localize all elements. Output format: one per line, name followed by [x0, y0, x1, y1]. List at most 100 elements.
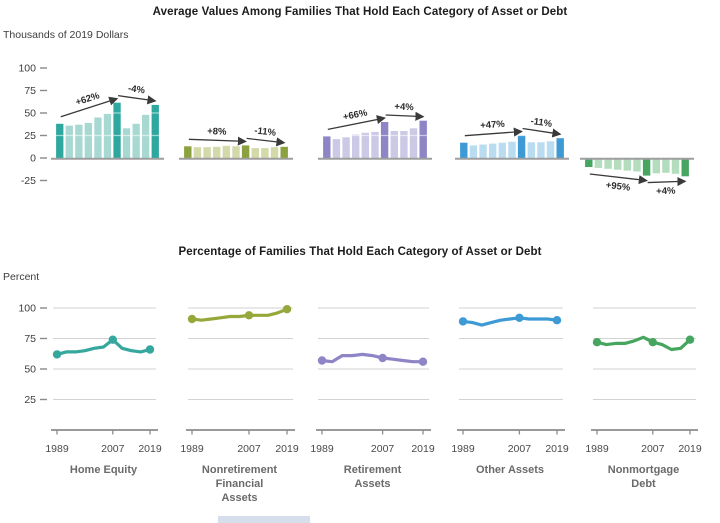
category-label-line: Assets [221, 492, 258, 504]
data-point-1989 [317, 356, 327, 365]
line-series [55, 338, 152, 356]
category-label-line: Home Equity [69, 464, 138, 476]
top-chart-unit-label: Thousands of 2019 Dollars [3, 29, 129, 41]
annotation-arrow [188, 136, 247, 146]
category-label-line: Nonretirement [201, 464, 278, 476]
data-point-1989 [458, 317, 468, 326]
line-series [320, 352, 425, 364]
category-label-line: Assets [354, 478, 391, 490]
annotation-arrow [589, 173, 648, 185]
annotation-arrow [246, 137, 286, 147]
bar-1995 [75, 124, 83, 158]
annotation-label: +8% [207, 126, 227, 138]
y-axis-tick-label: 100 [18, 303, 36, 315]
bar-2013 [400, 131, 408, 158]
bottom-chart-unit-label: Percent [3, 271, 40, 283]
data-point-2007 [378, 353, 387, 363]
data-point-2019 [282, 305, 292, 314]
bar-1989 [585, 158, 593, 167]
category-label-nonretirement-financial-assets: Nonretirement Financial Assets [165, 463, 315, 505]
category-label-other-assets: Other Assets [435, 463, 585, 477]
x-axis-tick-label: 2019 [275, 443, 299, 455]
line-panel-retirement-assets: 1989 2007 2019 [310, 307, 435, 455]
annotation-arrow [647, 176, 687, 187]
bar-1992 [594, 158, 603, 168]
y-axis-tick-label: -25 [21, 175, 36, 187]
annotation-arrow [117, 95, 157, 105]
bar-2010 [251, 148, 259, 158]
bar-2013 [132, 123, 140, 158]
bar-2004 [633, 158, 641, 172]
bar-1995 [342, 137, 350, 158]
line-series [190, 307, 289, 322]
line-series [461, 316, 559, 327]
data-point-2019 [685, 335, 695, 344]
bar-2010 [122, 128, 131, 158]
category-label-line: Retirement [343, 464, 402, 476]
top-chart-title: Average Values Among Families That Hold … [152, 6, 568, 18]
bar-1998 [489, 143, 497, 158]
annotation-label: -11% [530, 116, 554, 130]
bar-2016 [270, 147, 279, 158]
data-point-2007 [515, 313, 524, 322]
x-axis-tick-label: 2019 [411, 443, 435, 455]
category-label-line: Nonmortgage [607, 464, 680, 476]
bar-2016 [671, 158, 680, 174]
x-axis-tick-label: 2019 [138, 443, 162, 455]
bar-2001 [361, 132, 369, 158]
bar-1992 [332, 139, 341, 158]
y-axis-tick-label: 75 [24, 85, 36, 97]
bar-panel-nonmortgage-debt: +95% +4% [580, 112, 694, 198]
bar-2016 [409, 128, 418, 158]
x-axis-tick-label: 2007 [237, 443, 261, 455]
category-label-line: Debt [631, 478, 656, 490]
y-axis-tick-label: 25 [24, 394, 36, 406]
data-point-2007 [244, 311, 254, 320]
bar-1995 [604, 158, 612, 169]
bar-2019 [419, 120, 427, 158]
bar-1998 [614, 158, 622, 170]
bar-2001 [94, 117, 102, 158]
line-panel-nonretirement-financial-assets: 1989 2007 2019 [180, 305, 299, 455]
x-axis-tick-label: 1989 [45, 443, 69, 455]
annotation-label: +66% [342, 107, 369, 123]
bar-1995 [203, 147, 211, 158]
bar-2010 [390, 131, 398, 158]
bar-2007 [241, 145, 250, 158]
bar-1992 [469, 145, 478, 158]
bar-2019 [681, 158, 689, 177]
category-label-line: Financial [215, 478, 264, 490]
data-point-1989 [187, 314, 197, 324]
category-label-home-equity: Home Equity [29, 463, 179, 477]
bar-1992 [193, 147, 202, 158]
x-axis-tick-label: 2019 [545, 443, 569, 455]
bar-2016 [546, 141, 555, 158]
annotation-label: +4% [656, 186, 676, 198]
bar-2007 [380, 122, 389, 158]
x-axis-tick-label: 1989 [451, 443, 475, 455]
y-axis-tick-label: 0 [30, 153, 36, 165]
bar-2010 [652, 158, 660, 174]
cutoff-ui-fragment [218, 516, 310, 523]
bottom-chart-title: Percentage of Families That Hold Each Ca… [178, 246, 542, 258]
bar-1989 [56, 123, 64, 158]
annotation-label: +47% [480, 119, 506, 132]
data-point-2007 [648, 338, 657, 347]
data-point-2019 [552, 316, 562, 325]
annotation-label: -11% [254, 125, 277, 138]
bar-panel-nonretirement-financial-assets: +8% -11% [179, 112, 293, 160]
bar-1998 [84, 122, 92, 158]
bar-1989 [184, 146, 192, 158]
bar-2016 [142, 114, 150, 158]
category-label-nonmortgage-debt: Nonmortgage Debt [569, 463, 719, 491]
bar-panel-other-assets: +47% -11% [455, 112, 569, 160]
annotation-arrow [60, 96, 119, 118]
bar-2013 [261, 148, 269, 158]
annotation-arrow [327, 115, 386, 131]
y-axis-tick-label: 75 [24, 333, 36, 345]
x-axis-tick-label: 2007 [641, 443, 665, 455]
annotation-label: +95% [605, 180, 631, 194]
bar-1989 [323, 136, 331, 158]
